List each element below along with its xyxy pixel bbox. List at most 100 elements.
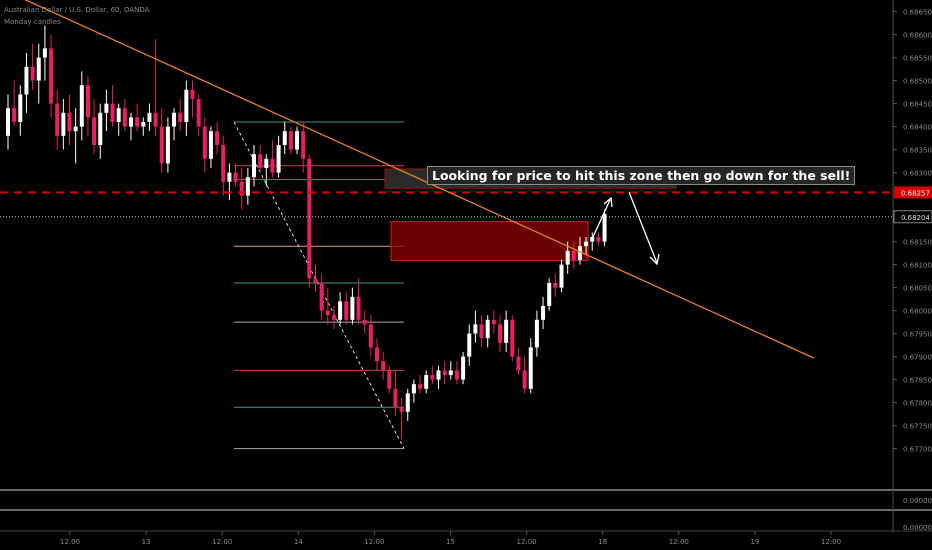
price-tick-label: 0.68350 xyxy=(903,147,932,155)
candle-body xyxy=(596,237,601,242)
fibonacci-levels xyxy=(233,121,405,450)
time-tick-label: 19 xyxy=(750,538,759,546)
time-tick-label: 15 xyxy=(446,538,455,546)
candle-body xyxy=(424,375,429,389)
projection-arrow-down xyxy=(628,191,658,264)
candle-body xyxy=(85,85,90,118)
candle-body xyxy=(553,283,558,288)
candle-body xyxy=(276,145,281,173)
price-tick-label: 0.68650 xyxy=(903,9,932,17)
candle-body xyxy=(584,241,589,247)
candle-body xyxy=(61,112,66,136)
candle-body xyxy=(405,393,410,412)
candle-body xyxy=(295,131,300,150)
candle-body xyxy=(387,370,392,389)
candle-body xyxy=(454,370,459,380)
price-tick-label: 0.68500 xyxy=(903,78,932,86)
level-price-tag xyxy=(894,186,932,199)
candle-body xyxy=(30,66,35,81)
price-tick-label: 0.67700 xyxy=(903,446,932,454)
price-tick-label: 0.68300 xyxy=(903,170,932,178)
price-tick-label: 0.68100 xyxy=(903,262,932,270)
candle-body xyxy=(165,126,170,164)
price-tick-label: 0.67750 xyxy=(903,423,932,431)
time-tick-label: 12:00 xyxy=(517,538,537,546)
candle-body xyxy=(79,85,84,127)
time-tick-label: 13 xyxy=(142,538,151,546)
time-tick-label: 18 xyxy=(598,538,607,546)
candle-body xyxy=(129,117,133,127)
time-tick-label: 12:00 xyxy=(212,538,232,546)
candle-body xyxy=(510,319,515,357)
fib-anchor-line xyxy=(233,121,405,449)
candle-body xyxy=(184,89,189,122)
candle-body xyxy=(227,172,232,182)
candle-body xyxy=(319,283,324,311)
candle-body xyxy=(73,126,78,132)
candle-body xyxy=(411,384,416,394)
candle-body xyxy=(122,108,127,127)
candle-body xyxy=(338,301,343,320)
candle-body xyxy=(307,158,312,279)
candle-body xyxy=(153,112,158,127)
candle-body xyxy=(541,306,546,320)
candle-body xyxy=(313,278,318,283)
price-tick-label: 0.67850 xyxy=(903,377,932,385)
candle-body xyxy=(350,296,355,320)
time-tick-label: 12:00 xyxy=(669,538,689,546)
candle-body xyxy=(430,375,435,380)
time-axis[interactable]: 12:00 13 12:00 14 12:00 15 12:00 18 12:00 19 12:00 xyxy=(60,531,841,546)
candle-body xyxy=(547,283,552,306)
candle-body xyxy=(498,324,502,343)
candle-body xyxy=(159,126,164,164)
price-tick-label: 0.67950 xyxy=(903,331,932,339)
candle-body xyxy=(418,384,423,389)
candle-body xyxy=(448,370,453,375)
candle-body xyxy=(67,112,72,132)
candle-body xyxy=(467,333,472,357)
time-tick-label: 12:00 xyxy=(821,538,841,546)
candle-body xyxy=(215,131,220,145)
current-price-tag xyxy=(893,210,932,224)
candle-body xyxy=(202,126,207,159)
candle-body xyxy=(473,324,478,334)
candle-body xyxy=(442,370,447,375)
time-tick-label: 12:00 xyxy=(60,538,80,546)
candle-body xyxy=(479,324,484,339)
candle-body xyxy=(571,250,576,260)
candle-body xyxy=(264,158,269,168)
candle-body xyxy=(516,356,521,371)
candle-body xyxy=(270,158,275,173)
price-tick-label: 0.68450 xyxy=(903,101,932,109)
price-tick-label: 0.68550 xyxy=(903,55,932,63)
trade-note-callout[interactable]: Looking for price to hit this zone then … xyxy=(427,166,856,185)
price-tick-label: 0.68400 xyxy=(903,124,932,132)
candle-body xyxy=(208,131,213,159)
candle-body xyxy=(36,57,41,81)
candle-body xyxy=(49,48,54,104)
candle-body xyxy=(252,154,256,178)
candle-body xyxy=(528,347,533,389)
candle-body xyxy=(98,112,103,145)
candle-body xyxy=(258,154,263,168)
candle-body xyxy=(190,89,195,99)
candle-body xyxy=(196,99,201,127)
current-price-tag-label: 0.68204 xyxy=(901,214,930,222)
candle-body xyxy=(362,319,367,325)
projection-arrowhead-up xyxy=(603,196,613,208)
price-tick-label: 0.68150 xyxy=(903,239,932,247)
candle-body xyxy=(368,324,373,348)
candle-body xyxy=(116,108,121,122)
candle-body xyxy=(24,66,29,95)
candle-body xyxy=(233,172,238,182)
candle-body xyxy=(178,112,183,122)
grid xyxy=(0,489,932,532)
candle-body xyxy=(92,117,97,145)
candle-body xyxy=(590,237,595,242)
candle-body xyxy=(12,108,17,122)
price-axis[interactable]: 0.68650 0.68600 0.68550 0.68500 0.68450 0.684… xyxy=(892,0,932,532)
candle-body xyxy=(344,301,349,320)
candle-body xyxy=(104,103,109,113)
candle-body xyxy=(504,319,509,343)
